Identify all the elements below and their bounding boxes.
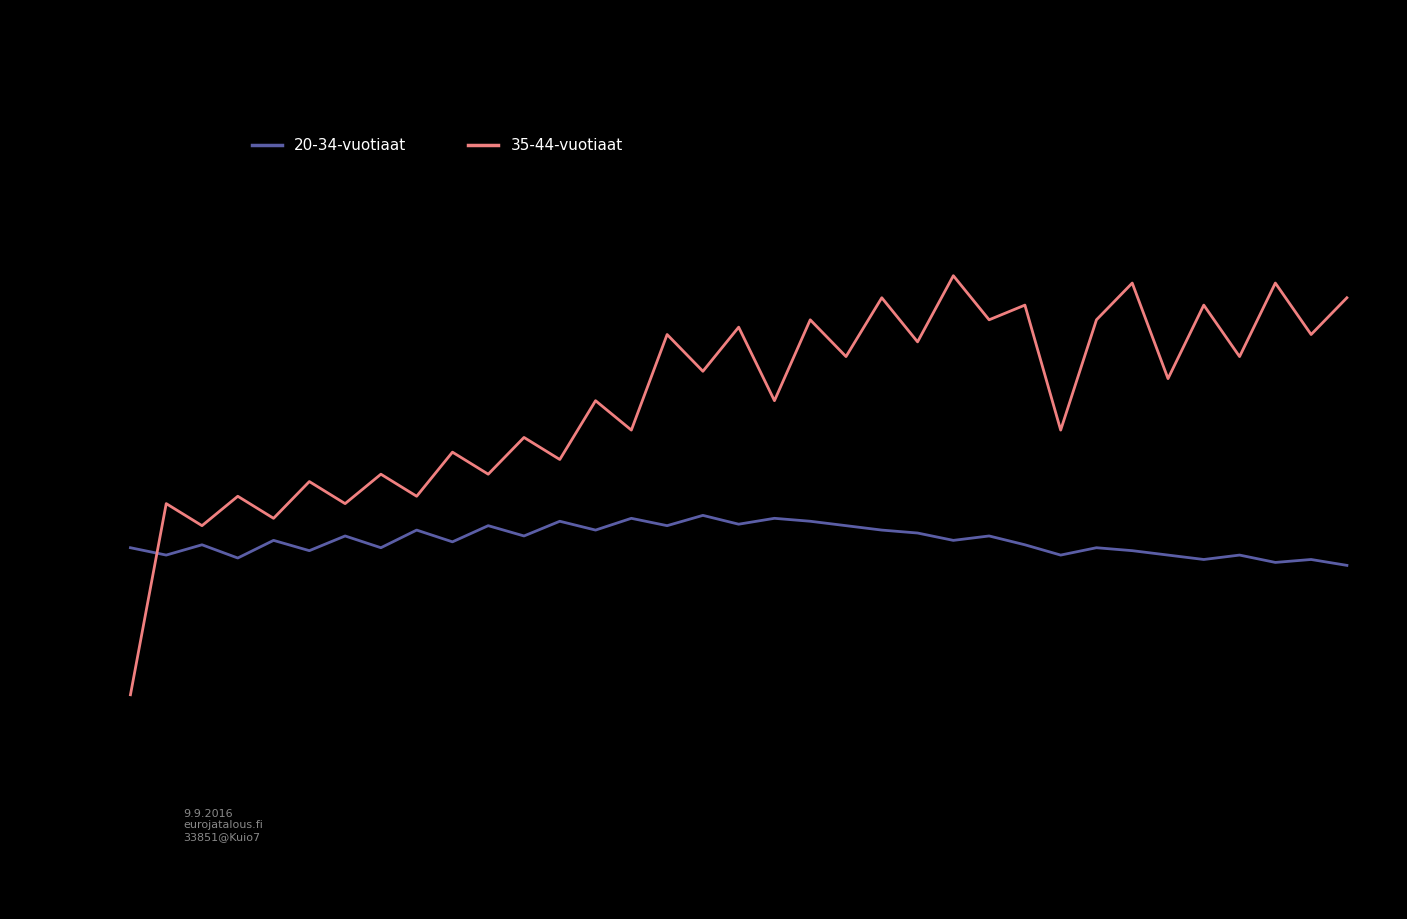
Legend: 20-34-vuotiaat, 35-44-vuotiaat: 20-34-vuotiaat, 35-44-vuotiaat <box>245 132 629 159</box>
Text: 9.9.2016
eurojatalous.fi
33851@Kuio7: 9.9.2016 eurojatalous.fi 33851@Kuio7 <box>183 809 263 842</box>
